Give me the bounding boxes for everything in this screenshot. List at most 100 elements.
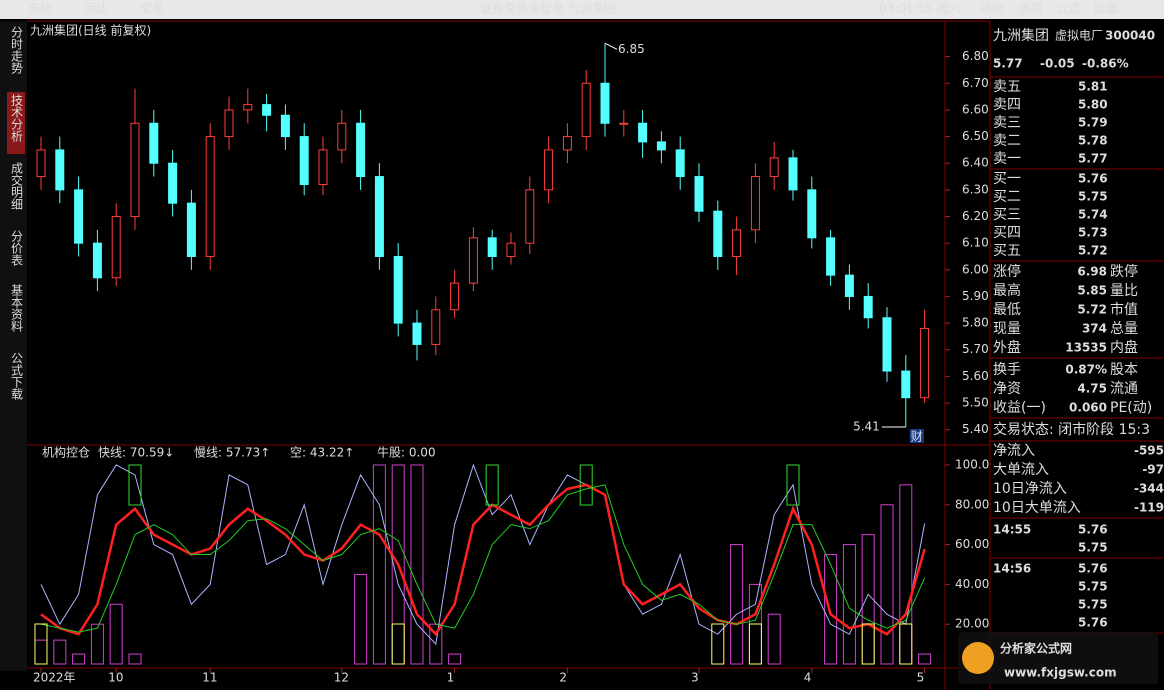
bar [90, 623, 104, 665]
y-tick-label: 5.70 [962, 342, 989, 356]
candle-body [769, 157, 779, 178]
candle-body [393, 255, 403, 324]
stat-value: 0.87% [1065, 363, 1107, 377]
candle-body [788, 157, 798, 191]
event-marker: 财 [911, 430, 923, 444]
menu-item[interactable]: 市场 [28, 1, 52, 16]
stat-label: 现量 [993, 321, 1021, 337]
candle-body [506, 242, 516, 257]
y-tick-label: 6.60 [962, 102, 989, 116]
side-tab[interactable]: 技术分析 [10, 94, 24, 143]
y-tick-label: 5.40 [962, 422, 989, 436]
tool-item[interactable]: 功能 [980, 2, 1004, 16]
flow-label: 大单流入 [993, 462, 1049, 478]
book-price: 5.77 [1078, 152, 1108, 166]
stat-label: 净资 [993, 381, 1021, 397]
candle-body [318, 149, 328, 186]
stock-code: 300040 [1105, 29, 1155, 43]
book-label: 卖三 [993, 115, 1021, 131]
side-tab[interactable]: 成交明细 [10, 162, 24, 210]
candle-body [36, 149, 46, 178]
book-price: 5.81 [1078, 80, 1108, 94]
notice: 证券交易未登录 九洲集团 [480, 1, 616, 16]
side-tab[interactable]: 基本资料 [10, 284, 24, 332]
x-tick-label: 2 [559, 671, 567, 685]
buy-signal [748, 623, 762, 665]
candle-body [168, 162, 178, 204]
candle-body [55, 149, 65, 191]
status: 交易状态: 闭市阶段 15:3 [993, 421, 1150, 438]
stat-label2: 市值 [1110, 301, 1138, 318]
y-tick-label: 20.00 [955, 617, 989, 631]
bar [918, 653, 932, 665]
stat-value: 374 [1082, 322, 1107, 336]
side-tab[interactable]: 分时走势 [10, 26, 24, 74]
book-price: 5.79 [1078, 116, 1108, 130]
x-tick-label: 3 [691, 671, 699, 685]
y-tick-label: 5.80 [962, 316, 989, 330]
max-label: 6.85 [618, 42, 645, 56]
legend-item: 快线: 70.59↓ [98, 446, 174, 460]
book-price: 5.80 [1078, 98, 1108, 112]
bar [354, 573, 368, 665]
x-tick-label: 2022年 [33, 671, 76, 685]
bar [53, 639, 67, 665]
candle-body [600, 82, 610, 124]
tool-item[interactable]: 版面 [1094, 2, 1118, 16]
y-tick-label: 6.70 [962, 76, 989, 90]
menu-item[interactable]: 交易 [140, 1, 164, 16]
bar [767, 613, 781, 665]
stat-label2: PE(动) [1110, 400, 1152, 416]
tick-price: 5.76 [1078, 562, 1108, 576]
legend-item: 牛股: 0.00 [377, 445, 436, 460]
side-tab[interactable]: 公式下载 [10, 352, 24, 401]
book-label: 卖五 [993, 79, 1021, 95]
flow-label: 净流入 [993, 443, 1035, 459]
watermark-logo [962, 642, 994, 674]
stat-value: 0.060 [1069, 401, 1107, 415]
candle-body [920, 327, 930, 399]
buy-signal [391, 623, 405, 665]
y-tick-label: 40.00 [955, 577, 989, 591]
y-tick-label: 6.10 [962, 236, 989, 250]
y-tick-label: 60.00 [955, 537, 989, 551]
change: -0.05 [1040, 57, 1075, 71]
candle-body [356, 122, 366, 178]
stat-label2: 股本 [1110, 362, 1138, 378]
book-price: 5.78 [1078, 134, 1108, 148]
bar [899, 484, 913, 665]
stat-label: 最低 [993, 302, 1021, 318]
tick-price: 5.75 [1078, 598, 1108, 612]
y-tick-label: 6.30 [962, 182, 989, 196]
candle-body [619, 122, 629, 125]
watermark-url: www.fxjgsw.com [1004, 666, 1117, 680]
x-tick-label: 1 [447, 671, 455, 685]
menu-item[interactable]: 问达 [84, 2, 108, 16]
tool-item[interactable]: 选项 [1018, 2, 1042, 16]
candle-body [562, 136, 572, 151]
stat-label: 收益(一) [993, 400, 1046, 416]
candle-body [638, 122, 648, 143]
y-tick-label: 5.90 [962, 289, 989, 303]
buy-signal [34, 623, 48, 665]
book-label: 买三 [993, 207, 1021, 223]
candle-body [826, 237, 836, 276]
candle-body [412, 322, 422, 345]
candle-body [374, 176, 384, 257]
y-tick-label: 5.50 [962, 396, 989, 410]
side-tab[interactable]: 分价表 [10, 230, 24, 266]
y-tick-label: 6.00 [962, 262, 989, 276]
candle-body [186, 202, 196, 257]
stat-label2: 流通 [1110, 381, 1138, 397]
candle-body [92, 242, 102, 279]
book-label: 买五 [993, 243, 1021, 259]
candle-body [581, 82, 591, 138]
legend-item: 慢线: 57.73↑ [194, 446, 270, 460]
tool-item[interactable]: 公式 [1056, 2, 1080, 16]
candle-body [901, 370, 911, 399]
book-label: 卖四 [993, 97, 1021, 113]
sell-signal [128, 464, 142, 506]
x-tick-label: 5 [917, 671, 925, 685]
candle-body [732, 229, 742, 257]
